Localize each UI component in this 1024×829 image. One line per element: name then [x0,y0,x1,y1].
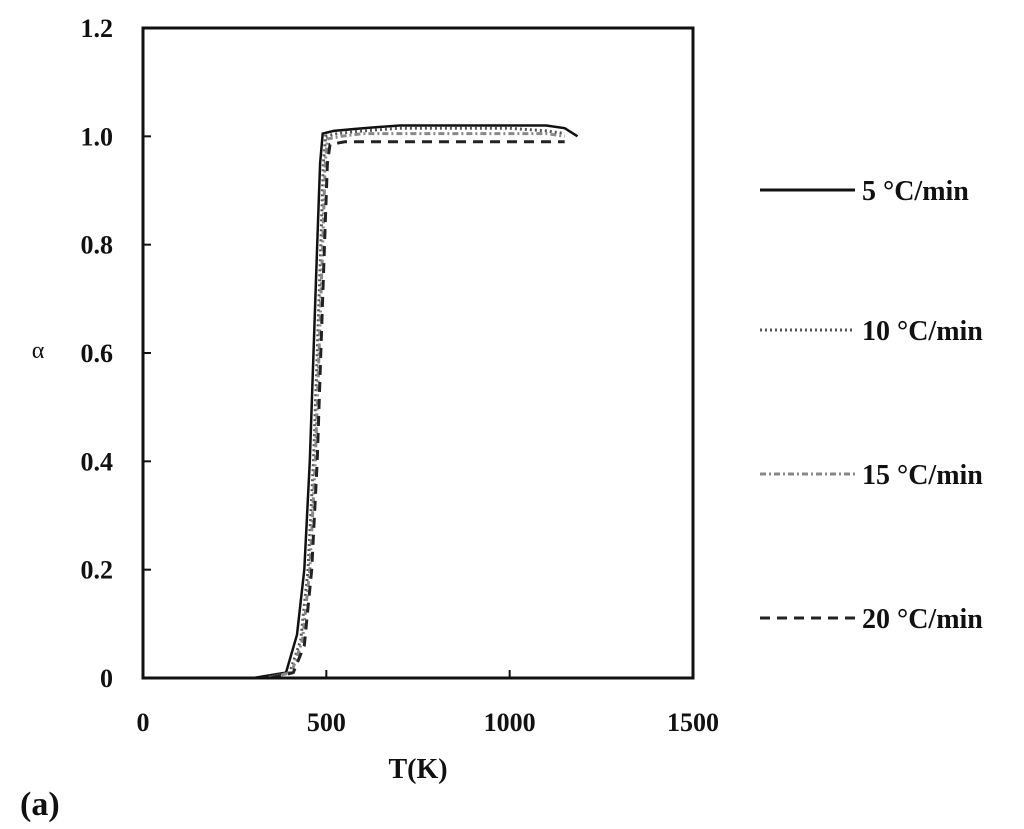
panel-label: (a) [20,786,60,823]
legend-label-2: 10 °C/min [862,316,983,347]
y-tick-label: 0.6 [81,339,114,368]
x-tick-label: 0 [137,708,150,737]
y-tick-label: 0.2 [81,556,114,585]
x-axis-label: T(K) [388,754,447,785]
x-tick-label: 1000 [484,708,536,737]
legend-label-1: 5 °C/min [862,176,969,207]
y-tick-label: 1.2 [81,14,114,43]
y-tick-label: 0.8 [81,231,114,260]
x-tick-label: 500 [307,708,346,737]
x-tick-label: 1500 [667,708,719,737]
y-tick-label: 0 [100,664,113,693]
y-axis-label: α [32,338,45,364]
legend-label-4: 20 °C/min [862,604,983,635]
y-tick-label: 0.4 [81,447,114,476]
legend-label-3: 15 °C/min [862,460,983,491]
y-tick-label: 1.0 [81,122,114,151]
